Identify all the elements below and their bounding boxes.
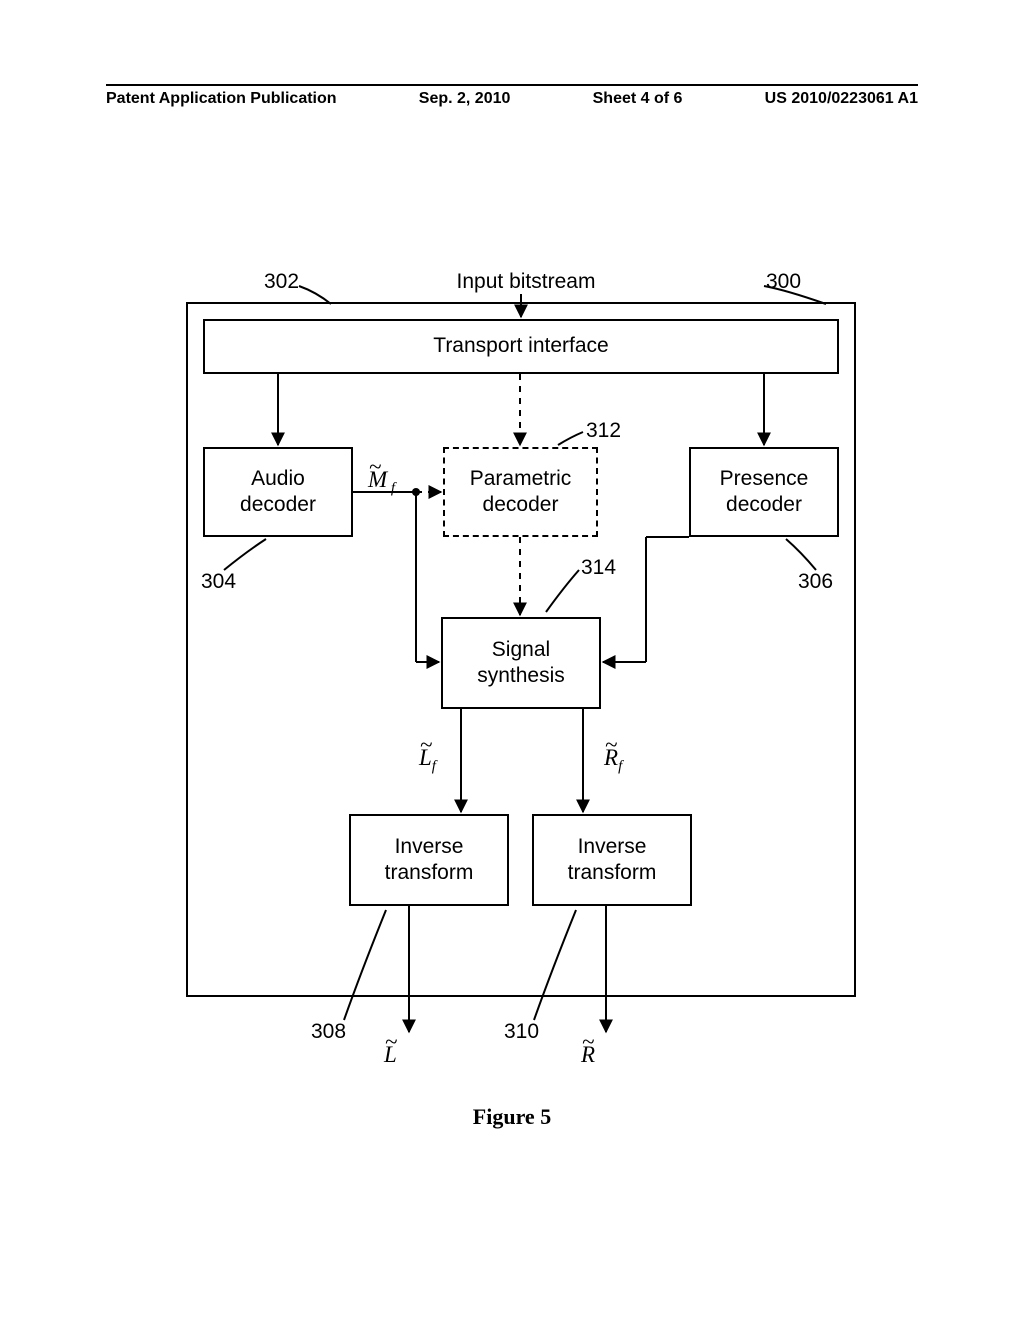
- box-param-label: Parametric decoder: [470, 466, 572, 519]
- box-inverse-transform-right: Inverse transform: [532, 814, 692, 906]
- ref-310: 310: [504, 1020, 539, 1044]
- patent-page: Patent Application Publication Sep. 2, 2…: [0, 0, 1024, 1320]
- header-pubno: US 2010/0223061 A1: [765, 90, 918, 108]
- box-inverse-transform-left: Inverse transform: [349, 814, 509, 906]
- box-audio-label: Audio decoder: [240, 466, 316, 519]
- figure-caption: Figure 5: [106, 1104, 918, 1130]
- header-sheet: Sheet 4 of 6: [593, 90, 683, 108]
- sym-L: L: [384, 1042, 397, 1068]
- box-audio-decoder: Audio decoder: [203, 447, 353, 537]
- ref-300: 300: [766, 270, 801, 294]
- figure-5-diagram: Input bitstream 302 300 312 314 304 306 …: [106, 252, 918, 1152]
- box-presence-label: Presence decoder: [720, 466, 809, 519]
- box-transport-label: Transport interface: [433, 333, 608, 359]
- title-input-bitstream: Input bitstream: [426, 270, 626, 294]
- box-parametric-decoder: Parametric decoder: [443, 447, 598, 537]
- ref-308: 308: [311, 1020, 346, 1044]
- sym-R: R: [581, 1042, 595, 1068]
- header-rule: [106, 84, 918, 86]
- box-invr-label: Inverse transform: [568, 834, 657, 887]
- box-invl-label: Inverse transform: [385, 834, 474, 887]
- box-transport-interface: Transport interface: [203, 319, 839, 374]
- box-signal-label: Signal synthesis: [477, 637, 565, 690]
- header-date: Sep. 2, 2010: [419, 90, 511, 108]
- ref-302: 302: [264, 270, 299, 294]
- box-presence-decoder: Presence decoder: [689, 447, 839, 537]
- page-header: Patent Application Publication Sep. 2, 2…: [106, 90, 918, 108]
- header-publication: Patent Application Publication: [106, 90, 337, 108]
- box-signal-synthesis: Signal synthesis: [441, 617, 601, 709]
